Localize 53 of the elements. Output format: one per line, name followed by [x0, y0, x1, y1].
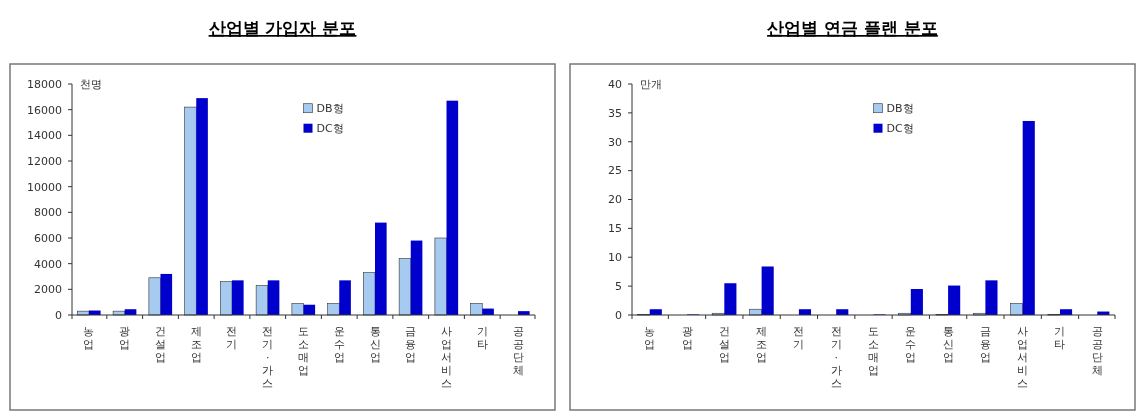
y-tick-label: 10: [608, 251, 622, 265]
y-axis-title: 천명: [80, 78, 102, 91]
y-tick-label: 15: [608, 222, 622, 236]
y-tick-label: 12000: [27, 154, 62, 168]
y-tick-label: 4000: [34, 257, 62, 271]
x-tick-label: 통신업: [369, 325, 381, 364]
x-tick-label: 통신업: [942, 325, 954, 364]
y-tick-label: 14000: [27, 129, 62, 143]
legend-label: DC형: [886, 121, 914, 135]
x-tick-label: 광업: [681, 325, 693, 351]
y-tick-label: 16000: [27, 103, 62, 117]
x-tick-label: 제조업: [756, 325, 768, 364]
y-tick-label: 2000: [34, 283, 62, 297]
x-tick-label: 도소매업: [298, 325, 309, 377]
chart-title: 산업별 연금 플랜 분포: [767, 18, 938, 38]
x-tick-label: 공공단체: [512, 325, 524, 377]
legend-label: DC형: [316, 121, 344, 135]
x-tick-label: 광업: [119, 325, 131, 351]
x-tick-label: 기타: [476, 325, 488, 351]
legend-label: DB형: [316, 101, 344, 115]
x-tick-label: 제조업: [190, 325, 202, 364]
y-tick-label: 20: [608, 193, 622, 207]
x-tick-label: 건설업: [154, 325, 166, 364]
y-tick-label: 5: [615, 279, 622, 293]
x-tick-label: 건설업: [718, 325, 730, 364]
y-tick-label: 35: [608, 106, 622, 120]
legend-label: DB형: [886, 101, 914, 115]
x-tick-label: 농업: [644, 325, 656, 351]
x-tick-label: 전기: [793, 325, 805, 351]
y-tick-label: 25: [608, 164, 622, 178]
x-tick-label: 사업서비스: [441, 325, 453, 390]
y-tick-label: 10000: [27, 180, 62, 194]
x-tick-label: 전기·가스: [830, 325, 842, 390]
y-tick-label: 0: [615, 308, 622, 322]
x-tick-label: 금융업: [405, 325, 417, 364]
x-tick-label: 금융업: [979, 325, 991, 364]
y-tick-label: 30: [608, 135, 622, 149]
x-tick-label: 전기·가스: [262, 325, 274, 390]
x-tick-label: 기타: [1054, 325, 1066, 351]
y-tick-label: 6000: [34, 231, 62, 245]
y-tick-label: 18000: [27, 77, 62, 91]
x-tick-label: 사업서비스: [1017, 325, 1029, 390]
x-tick-label: 전기: [226, 325, 238, 351]
y-tick-label: 8000: [34, 206, 62, 220]
chart-title: 산업별 가입자 분포: [208, 18, 357, 38]
x-tick-label: 운수업: [905, 325, 917, 364]
x-tick-label: 운수업: [333, 325, 345, 364]
x-tick-label: 농업: [83, 325, 95, 351]
y-tick-label: 0: [55, 308, 62, 322]
y-tick-label: 40: [608, 77, 622, 91]
x-tick-label: 도소매업: [868, 325, 879, 377]
x-tick-label: 공공단체: [1091, 325, 1103, 377]
y-axis-title: 만개: [640, 78, 662, 91]
